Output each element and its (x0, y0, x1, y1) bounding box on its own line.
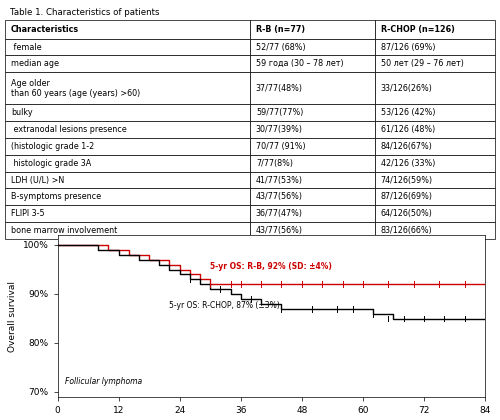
Text: 41/77(53%): 41/77(53%) (256, 176, 303, 184)
Text: 70/77 (91%): 70/77 (91%) (256, 142, 306, 151)
Text: R-B (n=77): R-B (n=77) (256, 25, 305, 34)
Bar (250, 138, 375, 155)
Text: 43/77(56%): 43/77(56%) (256, 226, 303, 235)
Bar (250, 104, 375, 121)
Bar (250, 205, 375, 222)
Text: LDH (U/L) >N: LDH (U/L) >N (11, 176, 64, 184)
Text: 50 лет (29 – 76 лет): 50 лет (29 – 76 лет) (381, 59, 464, 68)
Text: 42/126 (33%): 42/126 (33%) (381, 159, 435, 168)
Text: 5-yr OS: R-B, 92% (SD: ±4%): 5-yr OS: R-B, 92% (SD: ±4%) (210, 262, 332, 270)
Text: 43/77(56%): 43/77(56%) (256, 192, 303, 201)
Text: 87/126(69%): 87/126(69%) (381, 192, 433, 201)
Bar (250, 222, 375, 239)
Bar (375, 20, 495, 39)
Text: Follicular lymphoma: Follicular lymphoma (65, 377, 142, 386)
Text: 84/126(67%): 84/126(67%) (381, 142, 432, 151)
Bar (375, 55, 495, 72)
Bar (375, 172, 495, 189)
Text: 7/77(8%): 7/77(8%) (256, 159, 293, 168)
Text: 33/126(26%): 33/126(26%) (381, 84, 432, 93)
Text: bone marrow involvement: bone marrow involvement (11, 226, 117, 235)
Text: 59/77(77%): 59/77(77%) (256, 108, 304, 117)
Text: 64/126(50%): 64/126(50%) (381, 209, 432, 218)
Text: 61/126 (48%): 61/126 (48%) (381, 125, 435, 134)
Bar (375, 189, 495, 205)
Bar (375, 222, 495, 239)
Text: 74/126(59%): 74/126(59%) (381, 176, 433, 184)
Bar (5, 121, 250, 138)
Text: histologic grade 3A: histologic grade 3A (11, 159, 91, 168)
Bar (375, 205, 495, 222)
Text: Age older
than 60 years (age (years) >60): Age older than 60 years (age (years) >60… (11, 79, 140, 98)
Text: extranodal lesions presence: extranodal lesions presence (11, 125, 126, 134)
Bar (5, 155, 250, 172)
Text: Table 1. Characteristics of patients: Table 1. Characteristics of patients (10, 8, 160, 16)
Text: 53/126 (42%): 53/126 (42%) (381, 108, 436, 117)
Bar (250, 189, 375, 205)
Text: B-symptoms presence: B-symptoms presence (11, 192, 101, 201)
Bar (5, 104, 250, 121)
Text: 30/77(39%): 30/77(39%) (256, 125, 303, 134)
Bar (250, 55, 375, 72)
Bar (250, 72, 375, 104)
Bar (250, 121, 375, 138)
Bar (5, 55, 250, 72)
Bar (5, 39, 250, 55)
Bar (375, 39, 495, 55)
Text: (histologic grade 1-2: (histologic grade 1-2 (11, 142, 94, 151)
Text: 36/77(47%): 36/77(47%) (256, 209, 303, 218)
Text: 52/77 (68%): 52/77 (68%) (256, 42, 306, 52)
Text: 83/126(66%): 83/126(66%) (381, 226, 432, 235)
Bar (375, 138, 495, 155)
Text: 87/126 (69%): 87/126 (69%) (381, 42, 436, 52)
Bar (375, 155, 495, 172)
Bar (5, 205, 250, 222)
Bar (5, 172, 250, 189)
Text: Characteristics: Characteristics (11, 25, 79, 34)
Bar (250, 172, 375, 189)
Y-axis label: Overall survival: Overall survival (8, 281, 17, 352)
Text: 5-yr OS: R-CHOP, 87% (±3%): 5-yr OS: R-CHOP, 87% (±3%) (170, 301, 280, 310)
Bar (375, 104, 495, 121)
Bar (5, 20, 250, 39)
Text: 59 года (30 – 78 лет): 59 года (30 – 78 лет) (256, 59, 344, 68)
Bar (5, 138, 250, 155)
Text: FLIPI 3-5: FLIPI 3-5 (11, 209, 44, 218)
Bar (5, 189, 250, 205)
Text: female: female (11, 42, 42, 52)
Text: bulky: bulky (11, 108, 32, 117)
Bar (375, 72, 495, 104)
Text: median age: median age (11, 59, 59, 68)
Bar (250, 39, 375, 55)
Text: 37/77(48%): 37/77(48%) (256, 84, 303, 93)
Text: R-CHOP (n=126): R-CHOP (n=126) (381, 25, 454, 34)
Bar (5, 222, 250, 239)
Bar (250, 155, 375, 172)
Bar (375, 121, 495, 138)
Bar (250, 20, 375, 39)
Bar (5, 72, 250, 104)
